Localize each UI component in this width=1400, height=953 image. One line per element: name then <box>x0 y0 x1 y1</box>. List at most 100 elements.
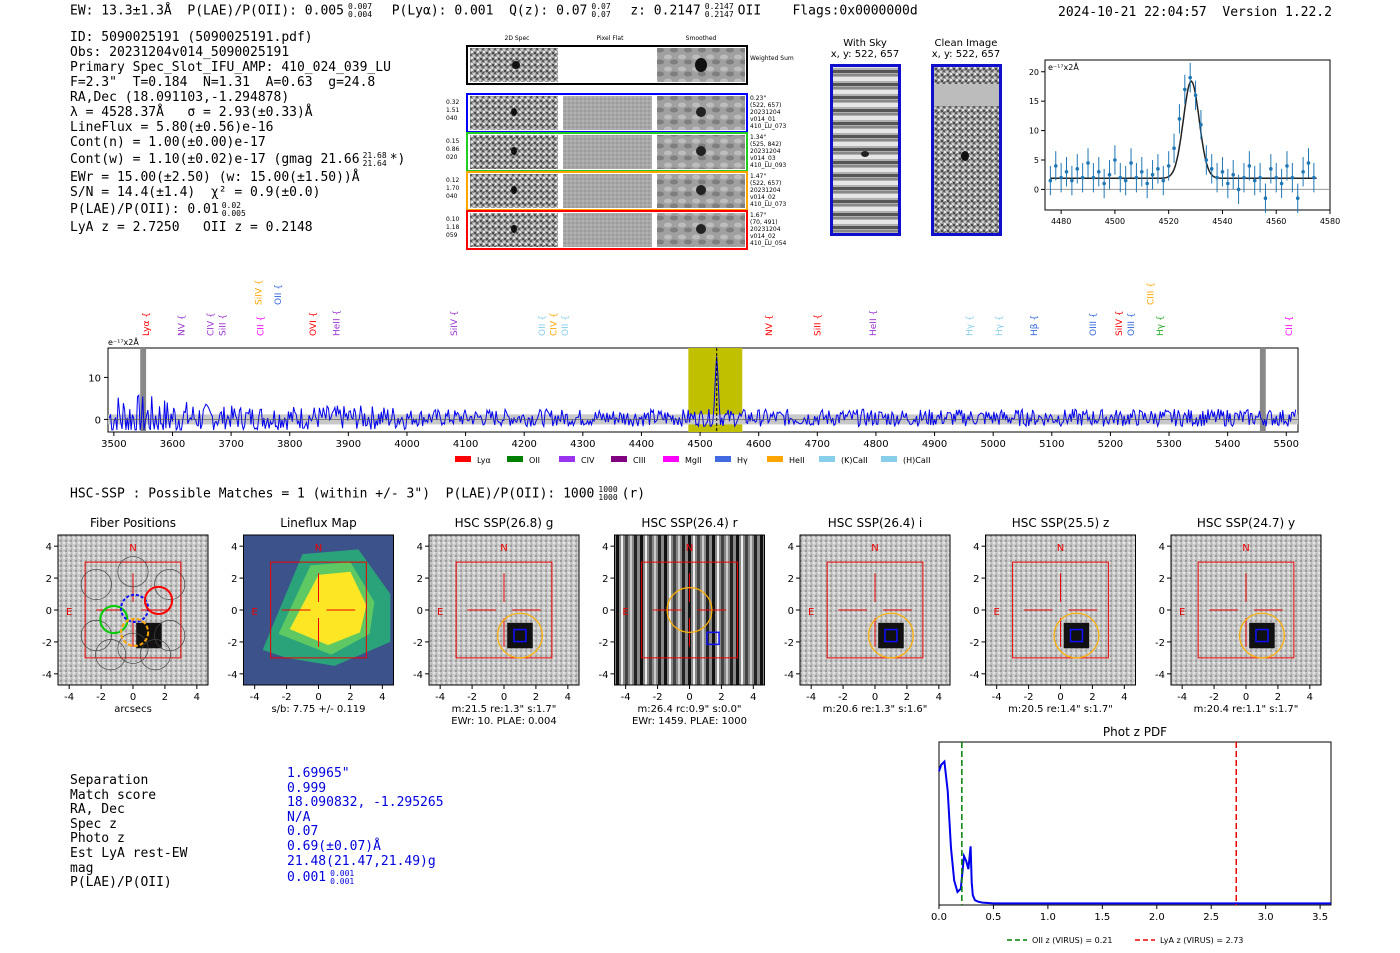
plae-lo: 0.004 <box>347 10 373 19</box>
ew-value: EW: 13.3±1.3Å <box>70 3 172 19</box>
fiber-spot <box>696 185 706 195</box>
line-label: HeII { <box>869 310 879 336</box>
data-point <box>1274 175 1279 180</box>
fiber-right-label: 20231204 <box>750 148 781 155</box>
x-tick-label: 5000 <box>980 439 1005 450</box>
y-tick-label: 0 <box>1034 185 1039 194</box>
x-tick-label: 2 <box>1089 692 1095 703</box>
east-label: E <box>66 607 72 618</box>
hsc-panel: Lineflux Map N E -4 -4 -2 -2 0 0 2 2 4 4 s/b: 7.75 +/… <box>228 516 394 715</box>
fiber-left-label: 1.51 <box>446 107 460 114</box>
data-point <box>1312 175 1316 180</box>
legend-swatch <box>507 456 523 462</box>
y-tick-label: 2 <box>788 574 794 585</box>
fiber-pixel-flat <box>563 96 652 130</box>
fiber-spot <box>696 224 706 234</box>
panel-image <box>428 534 580 686</box>
hsc-title: HSC-SSP : Possible Matches = 1 (within +… <box>70 486 645 502</box>
data-point <box>1306 161 1311 165</box>
data-point <box>1139 169 1144 174</box>
panel-title: Fiber Positions <box>90 516 176 530</box>
plot-frame <box>938 741 1332 906</box>
x-tick-label: 4700 <box>805 439 830 450</box>
source-marker <box>513 628 527 643</box>
panel-caption: m:20.6 re:1.3" s:1.6" <box>823 704 928 715</box>
hsc-title-text: HSC-SSP : Possible Matches = 1 (within +… <box>70 486 595 502</box>
fiber-circle <box>154 568 186 600</box>
data-point <box>1053 164 1058 168</box>
north-label: N <box>1242 543 1249 554</box>
x-tick-label: 4600 <box>746 439 771 450</box>
col-label: 2D Spec <box>505 35 530 42</box>
fiber-left-label: 059 <box>446 232 458 239</box>
x-tick-label: 4900 <box>922 439 947 450</box>
x-tick-label: -2 <box>838 692 848 703</box>
x-tick-label: 4500 <box>1105 217 1125 226</box>
data-point <box>1295 196 1300 201</box>
y-tick-label: 0 <box>1159 606 1165 617</box>
legend-label: CIV <box>581 456 595 465</box>
fiber-right-label: 410_LU_073 <box>750 123 787 130</box>
data-point <box>1107 172 1112 177</box>
data-point <box>1172 146 1176 151</box>
data-point <box>1118 175 1123 180</box>
hsc-panel: HSC SSP(26.4) i N E -4 -4 -2 -2 0 0 2 2 4 4 m:20.6 re… <box>784 516 951 715</box>
info-line: F=2.3" T=0.184 N=1.31 A=0.63 g=24.8 <box>70 75 376 90</box>
data-point <box>1123 178 1128 183</box>
x-tick-label: -4 <box>1177 692 1187 703</box>
match-values: 1.69965" 0.999 18.090832, -1.295265 N/A … <box>287 766 444 887</box>
y-tick-label: 0 <box>602 606 608 617</box>
x-tick-label: 2 <box>162 692 168 703</box>
x-tick-label: 3500 <box>101 439 126 450</box>
x-tick-label: 2 <box>1275 692 1281 703</box>
unit-label: e⁻¹⁷x2Å <box>1048 61 1079 72</box>
panel-image <box>985 534 1136 686</box>
x-tick-label: 4520 <box>1158 217 1178 226</box>
line-label: Hβ { <box>1030 315 1040 336</box>
x-tick-label: 4300 <box>570 439 595 450</box>
x-tick-label: -2 <box>653 692 663 703</box>
legend-label: LyA z (VIRUS) = 2.73 <box>1160 936 1243 945</box>
z-value: z: 0.2147 <box>630 3 701 19</box>
flux-peak <box>289 571 367 646</box>
east-label: E <box>993 607 999 618</box>
fiber-circle <box>117 632 149 664</box>
data-point <box>1156 167 1160 171</box>
data-point <box>1177 117 1182 121</box>
x-tick-label: 2 <box>347 692 353 703</box>
source-marker <box>884 628 898 643</box>
legend-swatch <box>819 456 835 462</box>
data-point <box>1091 175 1096 180</box>
data-point <box>1247 164 1252 168</box>
legend-swatch <box>767 456 783 462</box>
panel-caption: arcsecs <box>114 704 152 715</box>
aperture-circle <box>868 612 914 659</box>
legend-label: OII z (VIRUS) = 0.21 <box>1032 936 1112 945</box>
panel-caption: m:26.4 rc:0.9" s:0.0" <box>637 704 741 715</box>
aperture-circle <box>666 587 713 633</box>
col-label: Smoothed <box>686 35 717 42</box>
fiber-cutouts: 2D Spec Pixel Flat Smoothed Weighted Sum… <box>446 35 794 250</box>
with-sky-xy: x, y: 522, 657 <box>830 49 900 60</box>
x-tick-label: 4 <box>379 692 385 703</box>
y-tick-label: 4 <box>231 542 237 553</box>
fiber-right-label: 1.34" <box>750 134 766 141</box>
x-tick-label: 2.5 <box>1203 912 1219 923</box>
line-label: SiII { <box>218 314 228 336</box>
match-label: P(LAE)/P(OII) <box>70 875 172 891</box>
masked-region <box>1259 348 1266 432</box>
x-tick-label: 4 <box>936 692 942 703</box>
legend-label: MgII <box>685 456 702 465</box>
fiber-right-label: 1.47" <box>750 173 766 180</box>
y-tick-label: -4 <box>1155 670 1165 681</box>
gmag-hi: 21.68 <box>362 150 387 160</box>
full-spectrum-chart: e⁻¹⁷x2Å 3500 3600 3700 3800 3900 4000 4100 4200 4… <box>88 279 1299 465</box>
y-tick-label: 2 <box>231 574 237 585</box>
line-label: CII { <box>256 316 266 336</box>
x-tick-label: 4100 <box>453 439 478 450</box>
y-tick-label: 4 <box>46 542 52 553</box>
search-box <box>455 561 553 659</box>
hsc-lo: 1000 <box>598 493 618 502</box>
x-tick-label: 0.0 <box>931 912 947 923</box>
line-label: Hγ { <box>1156 315 1166 336</box>
